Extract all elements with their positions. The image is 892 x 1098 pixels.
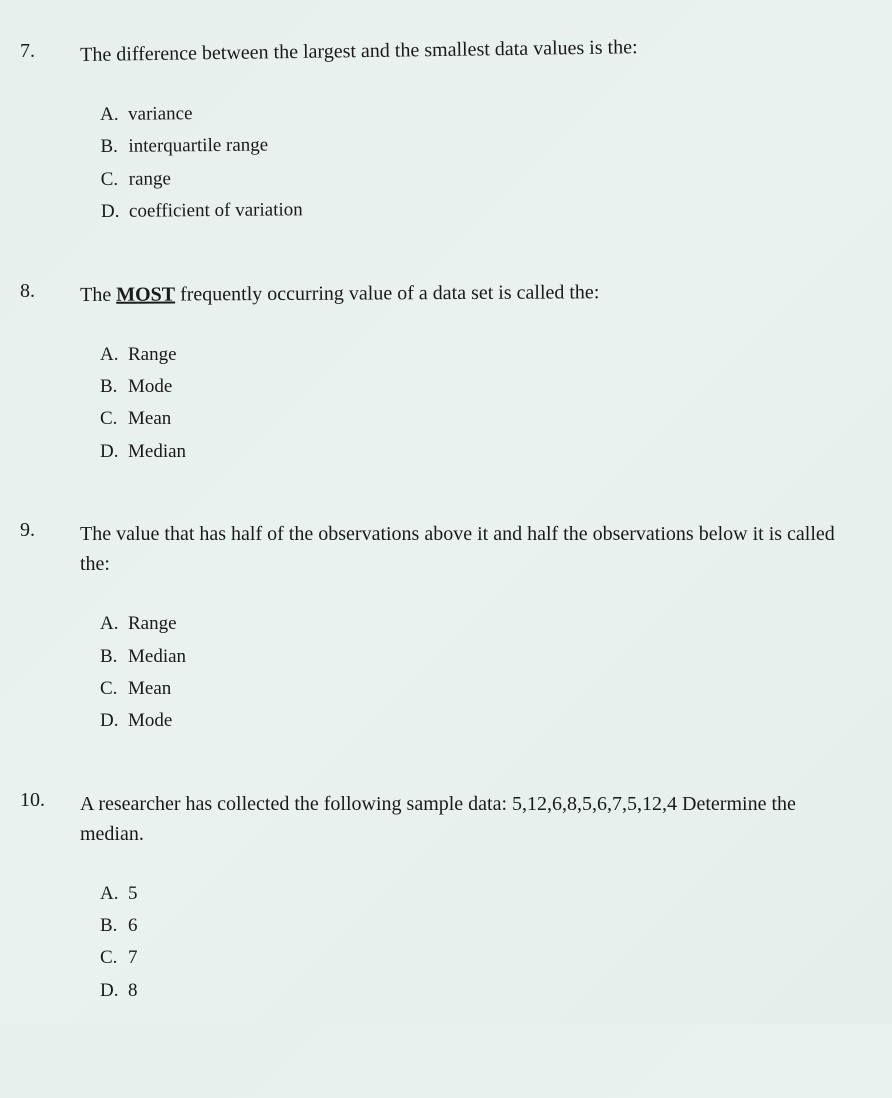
option-text: 7 <box>128 947 138 968</box>
option-letter: C. <box>100 943 128 973</box>
option-b: B.Mode <box>100 372 842 402</box>
question-text: The MOST frequently occurring value of a… <box>80 276 842 310</box>
question-text-before: A researcher has collected the following… <box>80 793 796 845</box>
option-letter: D. <box>100 437 128 467</box>
option-text: 6 <box>128 915 138 936</box>
option-letter: C. <box>100 404 128 434</box>
question-8: 8. The MOST frequently occurring value o… <box>20 280 842 470</box>
option-text: Mode <box>128 376 172 397</box>
option-letter: D. <box>100 706 128 736</box>
question-text-underline: MOST <box>116 283 175 305</box>
question-text-before: The <box>80 283 116 305</box>
question-text-before: The difference between the largest and t… <box>80 36 638 66</box>
option-letter: D. <box>100 976 128 1006</box>
option-letter: B. <box>100 642 128 672</box>
options-list: A.variance B.interquartile range C.range… <box>100 94 843 228</box>
question-number: 10. <box>20 789 80 812</box>
option-a: A.5 <box>100 879 842 909</box>
question-number: 9. <box>20 519 80 542</box>
option-letter: C. <box>101 165 129 196</box>
option-c: C.range <box>101 158 843 195</box>
question-text-before: The value that has half of the observati… <box>80 523 835 575</box>
option-b: B.Median <box>100 642 842 672</box>
option-d: D.coefficient of variation <box>101 191 843 228</box>
question-number: 8. <box>20 280 80 303</box>
page-container: 7. The difference between the largest an… <box>0 0 892 1098</box>
option-text: Range <box>128 344 177 365</box>
option-text: Mean <box>128 408 171 429</box>
question-text: The difference between the largest and t… <box>80 29 842 70</box>
option-letter: A. <box>100 100 128 131</box>
option-letter: A. <box>100 609 128 639</box>
question-number: 7. <box>20 40 80 63</box>
option-letter: A. <box>100 879 128 909</box>
option-text: Mode <box>128 710 172 731</box>
option-text: Mean <box>128 678 171 699</box>
question-9: 9. The value that has half of the observ… <box>20 519 842 739</box>
question-content: The value that has half of the observati… <box>80 519 842 739</box>
option-letter: B. <box>100 911 128 941</box>
option-letter: C. <box>100 674 128 704</box>
option-c: C.7 <box>100 943 842 973</box>
option-d: D.Mode <box>100 706 842 736</box>
option-c: C.Mean <box>100 404 842 434</box>
options-list: A.Range B.Mode C.Mean D.Median <box>100 340 842 468</box>
question-text-after: frequently occurring value of a data set… <box>175 281 599 305</box>
option-a: A.variance <box>100 94 842 131</box>
options-list: A.5 B.6 C.7 D.8 <box>100 879 842 1007</box>
option-text: 8 <box>128 980 138 1001</box>
option-text: range <box>129 168 171 189</box>
option-letter: A. <box>100 340 128 370</box>
question-10: 10. A researcher has collected the follo… <box>20 789 842 1009</box>
question-content: The difference between the largest and t… <box>80 40 842 230</box>
option-text: interquartile range <box>128 135 268 157</box>
option-b: B.interquartile range <box>100 126 842 163</box>
option-d: D.Median <box>100 437 842 467</box>
question-text: The value that has half of the observati… <box>80 519 842 579</box>
question-content: The MOST frequently occurring value of a… <box>80 280 842 470</box>
option-letter: D. <box>101 197 129 228</box>
question-7: 7. The difference between the largest an… <box>20 40 842 230</box>
question-content: A researcher has collected the following… <box>80 789 842 1009</box>
option-text: coefficient of variation <box>129 199 303 222</box>
option-d: D.8 <box>100 976 842 1006</box>
option-b: B.6 <box>100 911 842 941</box>
option-text: 5 <box>128 883 138 904</box>
option-text: Median <box>128 646 186 667</box>
option-letter: B. <box>100 132 128 163</box>
option-a: A.Range <box>100 609 842 639</box>
option-text: Median <box>128 441 186 462</box>
option-letter: B. <box>100 372 128 402</box>
option-c: C.Mean <box>100 674 842 704</box>
option-text: variance <box>128 103 193 125</box>
question-text: A researcher has collected the following… <box>80 789 842 849</box>
options-list: A.Range B.Median C.Mean D.Mode <box>100 609 842 737</box>
option-a: A.Range <box>100 340 842 370</box>
option-text: Range <box>128 613 177 634</box>
